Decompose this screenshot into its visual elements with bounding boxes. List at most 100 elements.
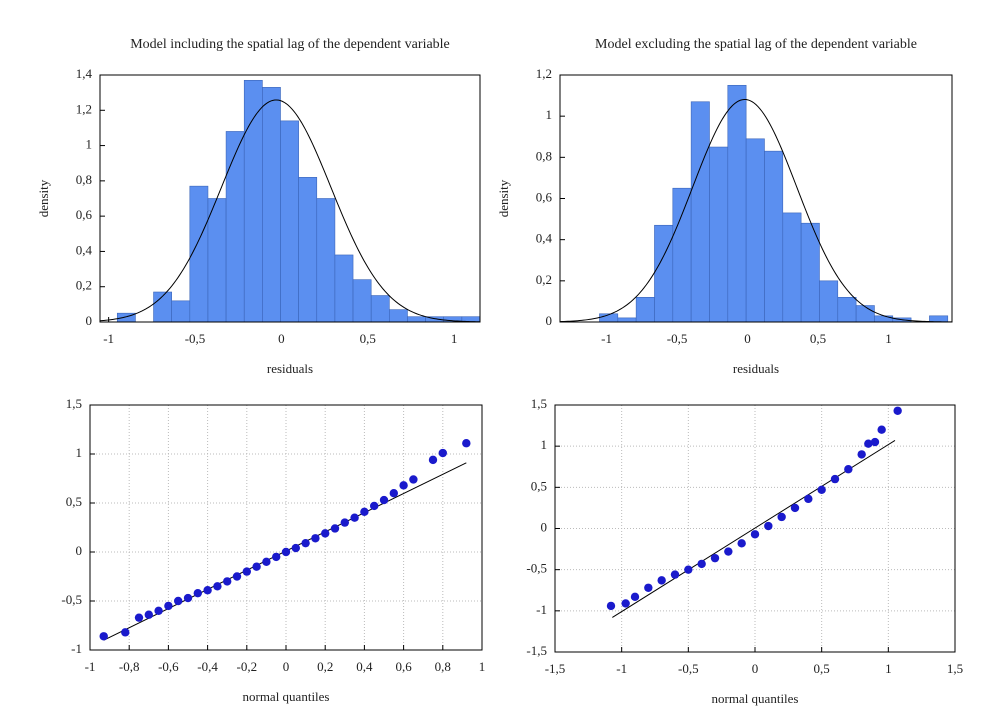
point xyxy=(164,601,173,611)
point xyxy=(893,406,902,415)
point xyxy=(379,495,389,505)
point xyxy=(621,599,630,608)
bar xyxy=(855,305,875,323)
point xyxy=(350,513,359,522)
y-tick-label: 1 xyxy=(546,107,553,122)
plot-frame xyxy=(554,404,956,653)
bar xyxy=(352,279,372,323)
y-tick-label: 0,8 xyxy=(536,148,552,163)
x-tick-label: 0 xyxy=(752,661,759,676)
point xyxy=(321,529,330,538)
y-tick-label: 0,4 xyxy=(76,242,93,257)
y-tick-label: -1,5 xyxy=(526,643,547,658)
point xyxy=(281,547,291,557)
point xyxy=(790,503,800,513)
y-tick-label: 0,6 xyxy=(536,189,553,204)
point xyxy=(291,543,300,553)
y-tick-label: 0,5 xyxy=(531,478,547,493)
point xyxy=(462,439,471,448)
point xyxy=(399,481,408,490)
point xyxy=(272,552,281,562)
normal-curve xyxy=(559,98,953,323)
x-tick-label: 0 xyxy=(744,331,751,346)
bar xyxy=(389,309,408,323)
y-tick-label: 1 xyxy=(86,137,93,152)
point xyxy=(311,534,320,543)
x-tick-label: 0,5 xyxy=(814,661,830,676)
point xyxy=(134,613,144,622)
bar xyxy=(243,79,263,323)
y-tick-label: 1,4 xyxy=(76,66,93,81)
point xyxy=(213,582,222,591)
x-tick-label: 1 xyxy=(885,661,892,676)
point xyxy=(864,439,873,448)
x-tick-label: 1 xyxy=(479,659,486,674)
bar xyxy=(617,317,637,323)
point xyxy=(657,576,666,585)
point xyxy=(223,577,232,586)
point xyxy=(389,489,398,498)
y-tick-label: 0 xyxy=(541,519,548,534)
point xyxy=(844,465,853,474)
point xyxy=(877,425,886,434)
point xyxy=(870,437,880,447)
point xyxy=(750,530,760,539)
x-axis-label: normal quantiles xyxy=(242,689,329,704)
bar xyxy=(298,177,318,323)
point xyxy=(737,539,746,548)
point xyxy=(409,475,418,484)
x-tick-label: 0,6 xyxy=(395,659,412,674)
plot-frame xyxy=(559,74,953,323)
bar xyxy=(782,212,802,323)
bar xyxy=(709,146,729,323)
point xyxy=(232,572,242,581)
bar xyxy=(407,316,426,323)
x-tick-label: 1 xyxy=(451,331,458,346)
point xyxy=(428,455,438,465)
point xyxy=(697,559,706,569)
bar xyxy=(635,296,655,323)
y-tick-label: 1,2 xyxy=(76,101,92,116)
x-tick-label: -0,5 xyxy=(678,661,699,676)
y-axis-label: density xyxy=(496,179,511,217)
y-tick-label: 1,5 xyxy=(66,396,82,411)
x-tick-label: -1,5 xyxy=(545,661,566,676)
y-tick-label: 1,5 xyxy=(531,396,547,411)
x-tick-label: -0,5 xyxy=(185,331,206,346)
bar xyxy=(819,280,839,323)
point xyxy=(606,601,616,611)
x-tick-label: 1 xyxy=(885,331,892,346)
plot-frame xyxy=(89,404,483,651)
bar xyxy=(370,295,390,323)
x-tick-label: 0,5 xyxy=(360,331,376,346)
y-tick-label: 0 xyxy=(86,313,93,328)
x-tick-label: -1 xyxy=(601,331,612,346)
y-tick-label: 0,5 xyxy=(66,494,82,509)
point xyxy=(684,565,693,574)
point xyxy=(144,610,153,619)
bar xyxy=(745,138,765,323)
y-tick-label: 0,4 xyxy=(536,231,553,246)
x-tick-label: 0 xyxy=(283,659,290,674)
bar xyxy=(334,254,354,323)
x-tick-label: -1 xyxy=(85,659,96,674)
x-tick-label: 0,2 xyxy=(317,659,333,674)
y-tick-label: -1 xyxy=(71,641,82,656)
bar xyxy=(654,224,674,323)
point xyxy=(777,512,786,522)
x-axis-label: residuals xyxy=(267,361,313,376)
x-tick-label: -0,4 xyxy=(197,659,218,674)
bar xyxy=(690,101,710,323)
point xyxy=(330,524,340,533)
point xyxy=(830,474,840,484)
bar xyxy=(189,185,209,323)
chart-title: Model including the spatial lag of the d… xyxy=(130,37,450,52)
bar xyxy=(316,198,336,323)
point xyxy=(340,518,349,527)
bar xyxy=(874,315,894,323)
point xyxy=(764,521,773,531)
bar xyxy=(225,131,245,323)
point xyxy=(670,570,680,579)
bar xyxy=(727,84,747,323)
